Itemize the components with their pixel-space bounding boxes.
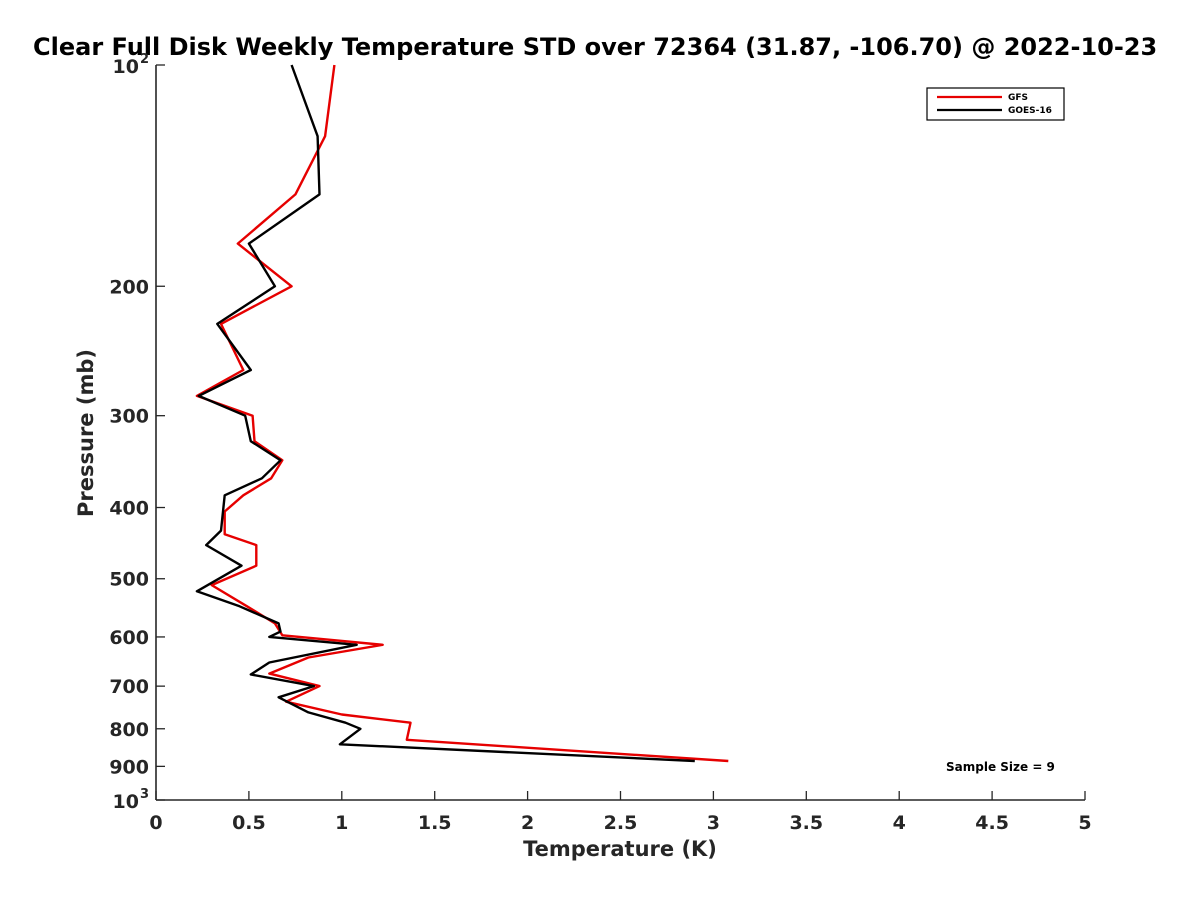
x-tick-label: 0	[149, 812, 162, 834]
x-tick-label: 1.5	[418, 812, 452, 834]
y-tick-base: 10	[113, 56, 139, 78]
y-tick-label: 200	[109, 276, 149, 298]
y-tick-exponent: 3	[140, 787, 149, 802]
y-tick-label: 900	[109, 756, 149, 778]
x-tick-label: 0.5	[232, 812, 266, 834]
y-axis-label: Pressure (mb)	[74, 349, 98, 517]
x-tick-label: 4	[893, 812, 906, 834]
x-tick-label: 3	[707, 812, 720, 834]
legend-box	[926, 87, 1065, 121]
y-tick-label-power: 10 3	[113, 787, 149, 813]
y-tick-base: 10	[113, 791, 139, 813]
series-line-gfs	[195, 64, 729, 763]
y-tick-label: 800	[109, 719, 149, 741]
y-tick-label: 500	[109, 569, 149, 591]
y-tick-label-power: 10 2	[113, 52, 149, 78]
x-tick-label: 4.5	[975, 812, 1009, 834]
y-tick-label: 300	[109, 406, 149, 428]
chart-title: Clear Full Disk Weekly Temperature STD o…	[33, 33, 1157, 61]
series-line-goes16	[195, 64, 695, 763]
x-tick-label: 1	[335, 812, 348, 834]
x-tick-label: 3.5	[789, 812, 823, 834]
plot-area	[195, 64, 729, 763]
legend-label-gfs: GFS	[1008, 93, 1028, 103]
y-tick-exponent: 2	[140, 52, 149, 67]
x-tick-label: 5	[1078, 812, 1091, 834]
legend-label-goes16: GOES-16	[1008, 106, 1052, 116]
x-tick-label: 2.5	[604, 812, 638, 834]
x-axis-ticks: 0 0.5 1 1.5 2 2.5 3 3.5 4 4.5 5	[149, 791, 1092, 834]
x-tick-label: 2	[521, 812, 534, 834]
y-tick-label: 700	[109, 676, 149, 698]
x-axis-label: Temperature (K)	[523, 837, 717, 861]
sample-size-annotation: Sample Size = 9	[946, 760, 1055, 774]
legend: GFS GOES-16	[926, 87, 1065, 121]
y-tick-label: 400	[109, 498, 149, 520]
y-tick-label: 600	[109, 627, 149, 649]
